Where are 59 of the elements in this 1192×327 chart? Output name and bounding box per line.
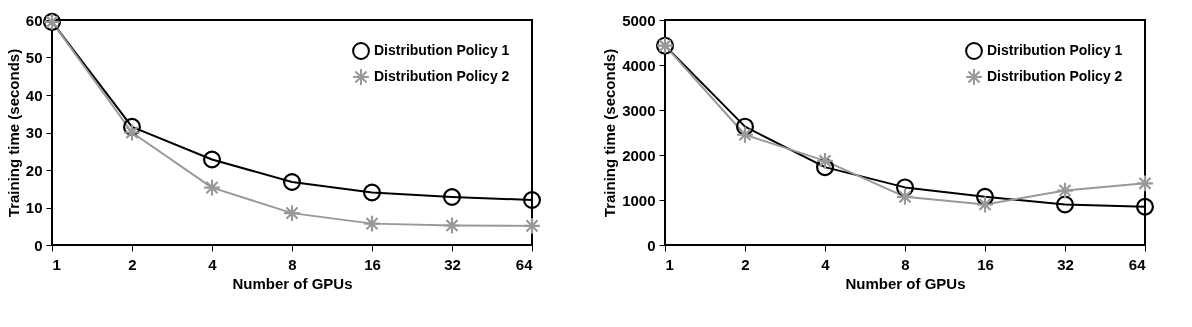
point [122, 123, 142, 142]
x-tick-label: 2 [741, 255, 750, 273]
x-tick-label: 32 [444, 255, 461, 273]
x-tick-label: 4 [208, 255, 218, 273]
x-tick-label: 2 [128, 255, 137, 273]
y-tick-label: 2000 [622, 146, 656, 164]
point [895, 187, 915, 206]
legend-label: Distribution Policy 1 [987, 42, 1123, 58]
y-tick-label: 5000 [622, 11, 656, 29]
legend-label: Distribution Policy 1 [374, 42, 510, 58]
y-tick-label: 20 [25, 161, 43, 179]
point [895, 178, 915, 197]
x-axis-title: Number of GPUs [845, 274, 966, 292]
x-tick-label: 64 [1128, 255, 1147, 273]
point [362, 214, 382, 233]
point [1055, 195, 1075, 214]
point [1135, 174, 1155, 193]
point [122, 117, 142, 136]
point [1135, 197, 1155, 216]
x-tick-label: 32 [1057, 255, 1074, 273]
legend-label: Distribution Policy 2 [987, 68, 1123, 84]
y-tick-label: 3000 [622, 101, 656, 119]
point [975, 187, 995, 206]
y-tick-label: 10 [25, 199, 43, 216]
point [362, 183, 382, 202]
y-tick-label: 50 [25, 49, 43, 66]
y-axis-title: Training time (seconds) [4, 48, 22, 218]
x-tick-label: 16 [977, 255, 994, 273]
point [735, 125, 755, 144]
x-tick-label: 8 [901, 255, 910, 273]
legend-label: Distribution Policy 2 [374, 68, 510, 84]
point [522, 191, 542, 209]
point [735, 117, 755, 136]
point [815, 151, 835, 170]
x-axis-title: Number of GPUs [232, 274, 353, 292]
point [442, 188, 462, 206]
x-tick-label: 1 [665, 255, 674, 273]
y-tick-label: 40 [25, 86, 43, 104]
point [522, 216, 542, 235]
point [815, 158, 835, 177]
y-tick-label: 1000 [622, 191, 656, 209]
x-tick-label: 16 [364, 255, 381, 273]
x-tick-label: 1 [52, 255, 61, 273]
y-tick-label: 4000 [622, 56, 656, 74]
x-tick-label: 8 [288, 255, 297, 273]
x-tick-label: 64 [515, 255, 534, 273]
point [282, 173, 302, 191]
y-tick-label: 60 [25, 11, 43, 29]
point [975, 195, 995, 214]
point [202, 178, 222, 197]
y-tick-label: 0 [647, 236, 656, 254]
y-tick-label: 30 [25, 124, 43, 141]
point [202, 150, 222, 169]
y-axis-title: Training time (seconds) [601, 48, 619, 218]
x-tick-label: 4 [821, 255, 831, 273]
point [1055, 181, 1075, 200]
point [442, 216, 462, 235]
y-tick-label: 0 [34, 236, 43, 254]
point [282, 204, 302, 223]
